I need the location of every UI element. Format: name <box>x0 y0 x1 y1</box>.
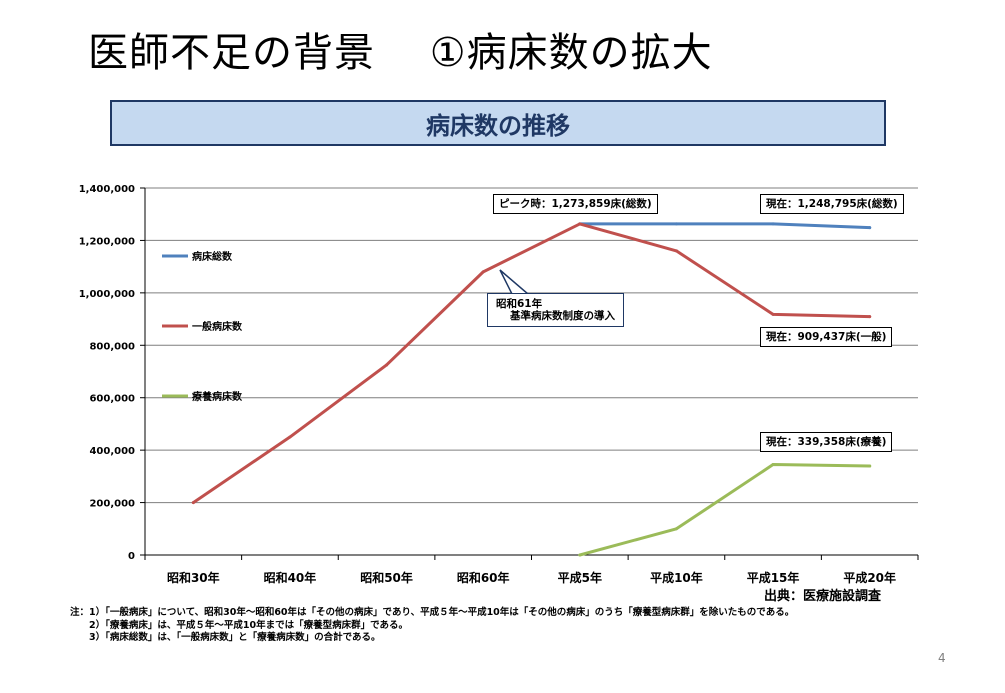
y-tick-label: 200,000 <box>89 499 135 510</box>
showa61-callout-line1: 昭和61年 <box>496 298 543 310</box>
current-general-callout: 現在：909,437床(一般) <box>760 327 893 347</box>
footnote-1: 注：1）「一般病床」について、昭和30年～昭和60年は「その他の病床」であり、平… <box>70 607 795 618</box>
data-point <box>771 312 775 316</box>
data-point <box>674 249 678 253</box>
showa61-callout: 昭和61年 基準病床数制度の導入 <box>487 293 624 327</box>
x-tick-label: 昭和50年 <box>360 570 413 585</box>
data-point <box>481 270 485 274</box>
x-tick-label: 平成15年 <box>747 570 800 585</box>
y-tick-label: 1,400,000 <box>79 184 135 195</box>
page-number: 4 <box>938 651 946 665</box>
source-note: 出典：医療施設調査 <box>764 589 882 604</box>
data-point <box>674 527 678 531</box>
data-point <box>868 226 872 230</box>
current-longterm-callout: 現在：339,358床(療養) <box>760 432 893 452</box>
legend-label: 病床総数 <box>192 250 233 263</box>
data-point <box>578 553 582 557</box>
x-tick-label: 平成5年 <box>558 570 602 585</box>
series-line-3 <box>578 463 872 557</box>
data-point <box>191 501 195 505</box>
data-point <box>771 222 775 226</box>
legend-label: 療養病床数 <box>192 390 243 403</box>
data-point <box>868 315 872 319</box>
callout-pointer <box>499 269 531 295</box>
x-tick-label: 昭和40年 <box>264 570 317 585</box>
footnote-3: 3）「病床総数」は、「一般病床数」と「療養病床数」の合計である。 <box>70 632 381 643</box>
slide-title: 医師不足の背景 ①病床数の拡大 <box>88 30 713 76</box>
data-point <box>288 435 292 439</box>
footnote-2: 2）「療養病床」は、平成５年～平成10年までは「療養型病床群」である。 <box>70 619 408 631</box>
x-tick-label: 昭和30年 <box>167 570 220 585</box>
y-tick-label: 1,200,000 <box>79 236 135 247</box>
data-point <box>771 463 775 467</box>
x-tick-label: 平成20年 <box>843 570 896 585</box>
y-tick-label: 600,000 <box>89 394 135 405</box>
peak-callout: ピーク時：1,273,859床(総数) <box>493 194 658 214</box>
showa61-callout-line2: 基準病床数制度の導入 <box>510 310 615 322</box>
data-point <box>385 363 389 367</box>
data-point <box>674 222 678 226</box>
data-point <box>868 464 872 468</box>
y-tick-label: 1,000,000 <box>79 289 135 300</box>
current-total-callout: 現在：1,248,795床(総数) <box>760 194 904 214</box>
y-tick-label: 400,000 <box>89 446 135 457</box>
legend-label: 一般病床数 <box>192 320 243 333</box>
data-point <box>578 222 582 226</box>
y-tick-label: 0 <box>128 551 135 562</box>
series-line-2 <box>191 222 872 505</box>
x-tick-label: 平成10年 <box>650 570 703 585</box>
series-line-1 <box>578 222 872 230</box>
x-tick-label: 昭和60年 <box>457 570 510 585</box>
y-tick-label: 800,000 <box>89 341 135 352</box>
chart-banner: 病床数の推移 <box>110 100 886 146</box>
footnotes: 注：1）「一般病床」について、昭和30年～昭和60年は「その他の病床」であり、平… <box>70 607 794 645</box>
